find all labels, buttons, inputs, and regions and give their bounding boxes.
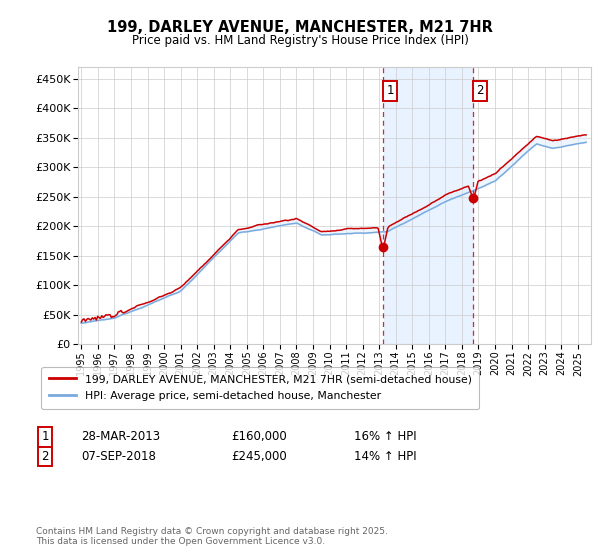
- Text: 1: 1: [386, 84, 394, 97]
- Text: 16% ↑ HPI: 16% ↑ HPI: [354, 430, 416, 444]
- Text: £160,000: £160,000: [231, 430, 287, 444]
- Text: 07-SEP-2018: 07-SEP-2018: [81, 450, 156, 463]
- Text: 28-MAR-2013: 28-MAR-2013: [81, 430, 160, 444]
- Legend: 199, DARLEY AVENUE, MANCHESTER, M21 7HR (semi-detached house), HPI: Average pric: 199, DARLEY AVENUE, MANCHESTER, M21 7HR …: [41, 367, 479, 409]
- Text: £245,000: £245,000: [231, 450, 287, 463]
- Text: 2: 2: [41, 450, 49, 463]
- Text: 1: 1: [41, 430, 49, 444]
- Text: 14% ↑ HPI: 14% ↑ HPI: [354, 450, 416, 463]
- Text: 199, DARLEY AVENUE, MANCHESTER, M21 7HR: 199, DARLEY AVENUE, MANCHESTER, M21 7HR: [107, 20, 493, 35]
- Text: 2: 2: [476, 84, 484, 97]
- Text: Price paid vs. HM Land Registry's House Price Index (HPI): Price paid vs. HM Land Registry's House …: [131, 34, 469, 46]
- Text: Contains HM Land Registry data © Crown copyright and database right 2025.
This d: Contains HM Land Registry data © Crown c…: [36, 526, 388, 546]
